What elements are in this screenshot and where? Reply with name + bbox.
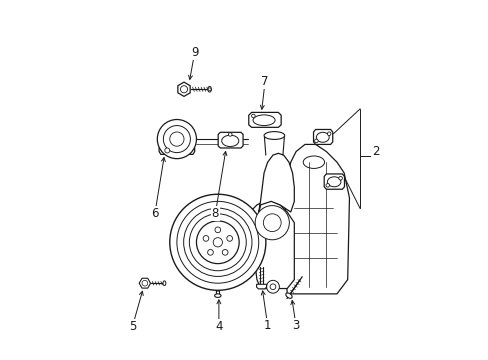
Circle shape — [189, 214, 246, 271]
Polygon shape — [324, 174, 344, 189]
Polygon shape — [256, 153, 294, 223]
Ellipse shape — [163, 281, 165, 285]
Circle shape — [325, 184, 329, 187]
Circle shape — [180, 86, 187, 93]
Circle shape — [338, 176, 342, 180]
Text: 1: 1 — [264, 319, 271, 332]
Text: 2: 2 — [372, 145, 379, 158]
Polygon shape — [247, 201, 294, 288]
Circle shape — [164, 148, 169, 153]
Polygon shape — [218, 132, 243, 148]
Text: 7: 7 — [261, 75, 268, 87]
Circle shape — [266, 280, 279, 293]
Polygon shape — [313, 130, 332, 144]
Polygon shape — [248, 112, 281, 127]
Circle shape — [222, 249, 227, 255]
Polygon shape — [285, 144, 349, 294]
Ellipse shape — [221, 135, 238, 147]
Circle shape — [142, 280, 147, 286]
Circle shape — [255, 206, 289, 240]
Polygon shape — [159, 146, 194, 154]
Circle shape — [215, 227, 220, 233]
Text: 6: 6 — [151, 207, 158, 220]
Circle shape — [203, 235, 208, 241]
Circle shape — [213, 238, 222, 247]
Ellipse shape — [214, 294, 221, 297]
Circle shape — [226, 235, 232, 241]
Text: 3: 3 — [292, 319, 299, 332]
Circle shape — [207, 249, 213, 255]
Circle shape — [314, 139, 318, 143]
Ellipse shape — [285, 293, 291, 298]
Circle shape — [157, 120, 196, 159]
Ellipse shape — [303, 156, 324, 168]
Circle shape — [251, 114, 255, 118]
Polygon shape — [256, 284, 266, 289]
Circle shape — [169, 194, 265, 290]
Circle shape — [327, 132, 330, 135]
Circle shape — [263, 214, 281, 231]
Circle shape — [228, 133, 232, 136]
Ellipse shape — [316, 132, 328, 142]
Circle shape — [177, 201, 258, 283]
Ellipse shape — [327, 177, 340, 187]
Text: 4: 4 — [215, 320, 222, 333]
Circle shape — [269, 284, 275, 289]
Text: 9: 9 — [190, 46, 198, 59]
Polygon shape — [139, 278, 150, 288]
Text: 8: 8 — [211, 207, 219, 220]
Circle shape — [169, 132, 183, 146]
Circle shape — [183, 208, 251, 276]
Polygon shape — [178, 82, 190, 96]
Circle shape — [196, 221, 239, 264]
Ellipse shape — [252, 115, 275, 126]
Text: 5: 5 — [128, 320, 136, 333]
Circle shape — [208, 88, 211, 91]
Circle shape — [163, 126, 190, 153]
Ellipse shape — [207, 86, 211, 92]
Ellipse shape — [264, 132, 284, 139]
